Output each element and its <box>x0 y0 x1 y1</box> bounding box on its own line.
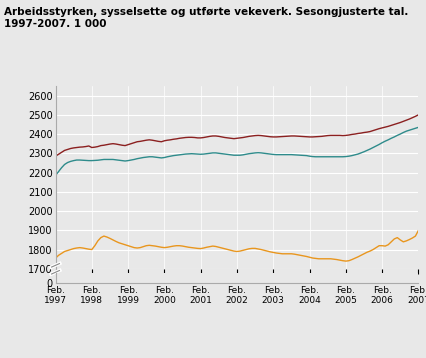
Text: Arbeidsstyrken, sysselsette og utførte vekeverk. Sesongjusterte tal.
1997-2007. : Arbeidsstyrken, sysselsette og utførte v… <box>4 7 408 29</box>
